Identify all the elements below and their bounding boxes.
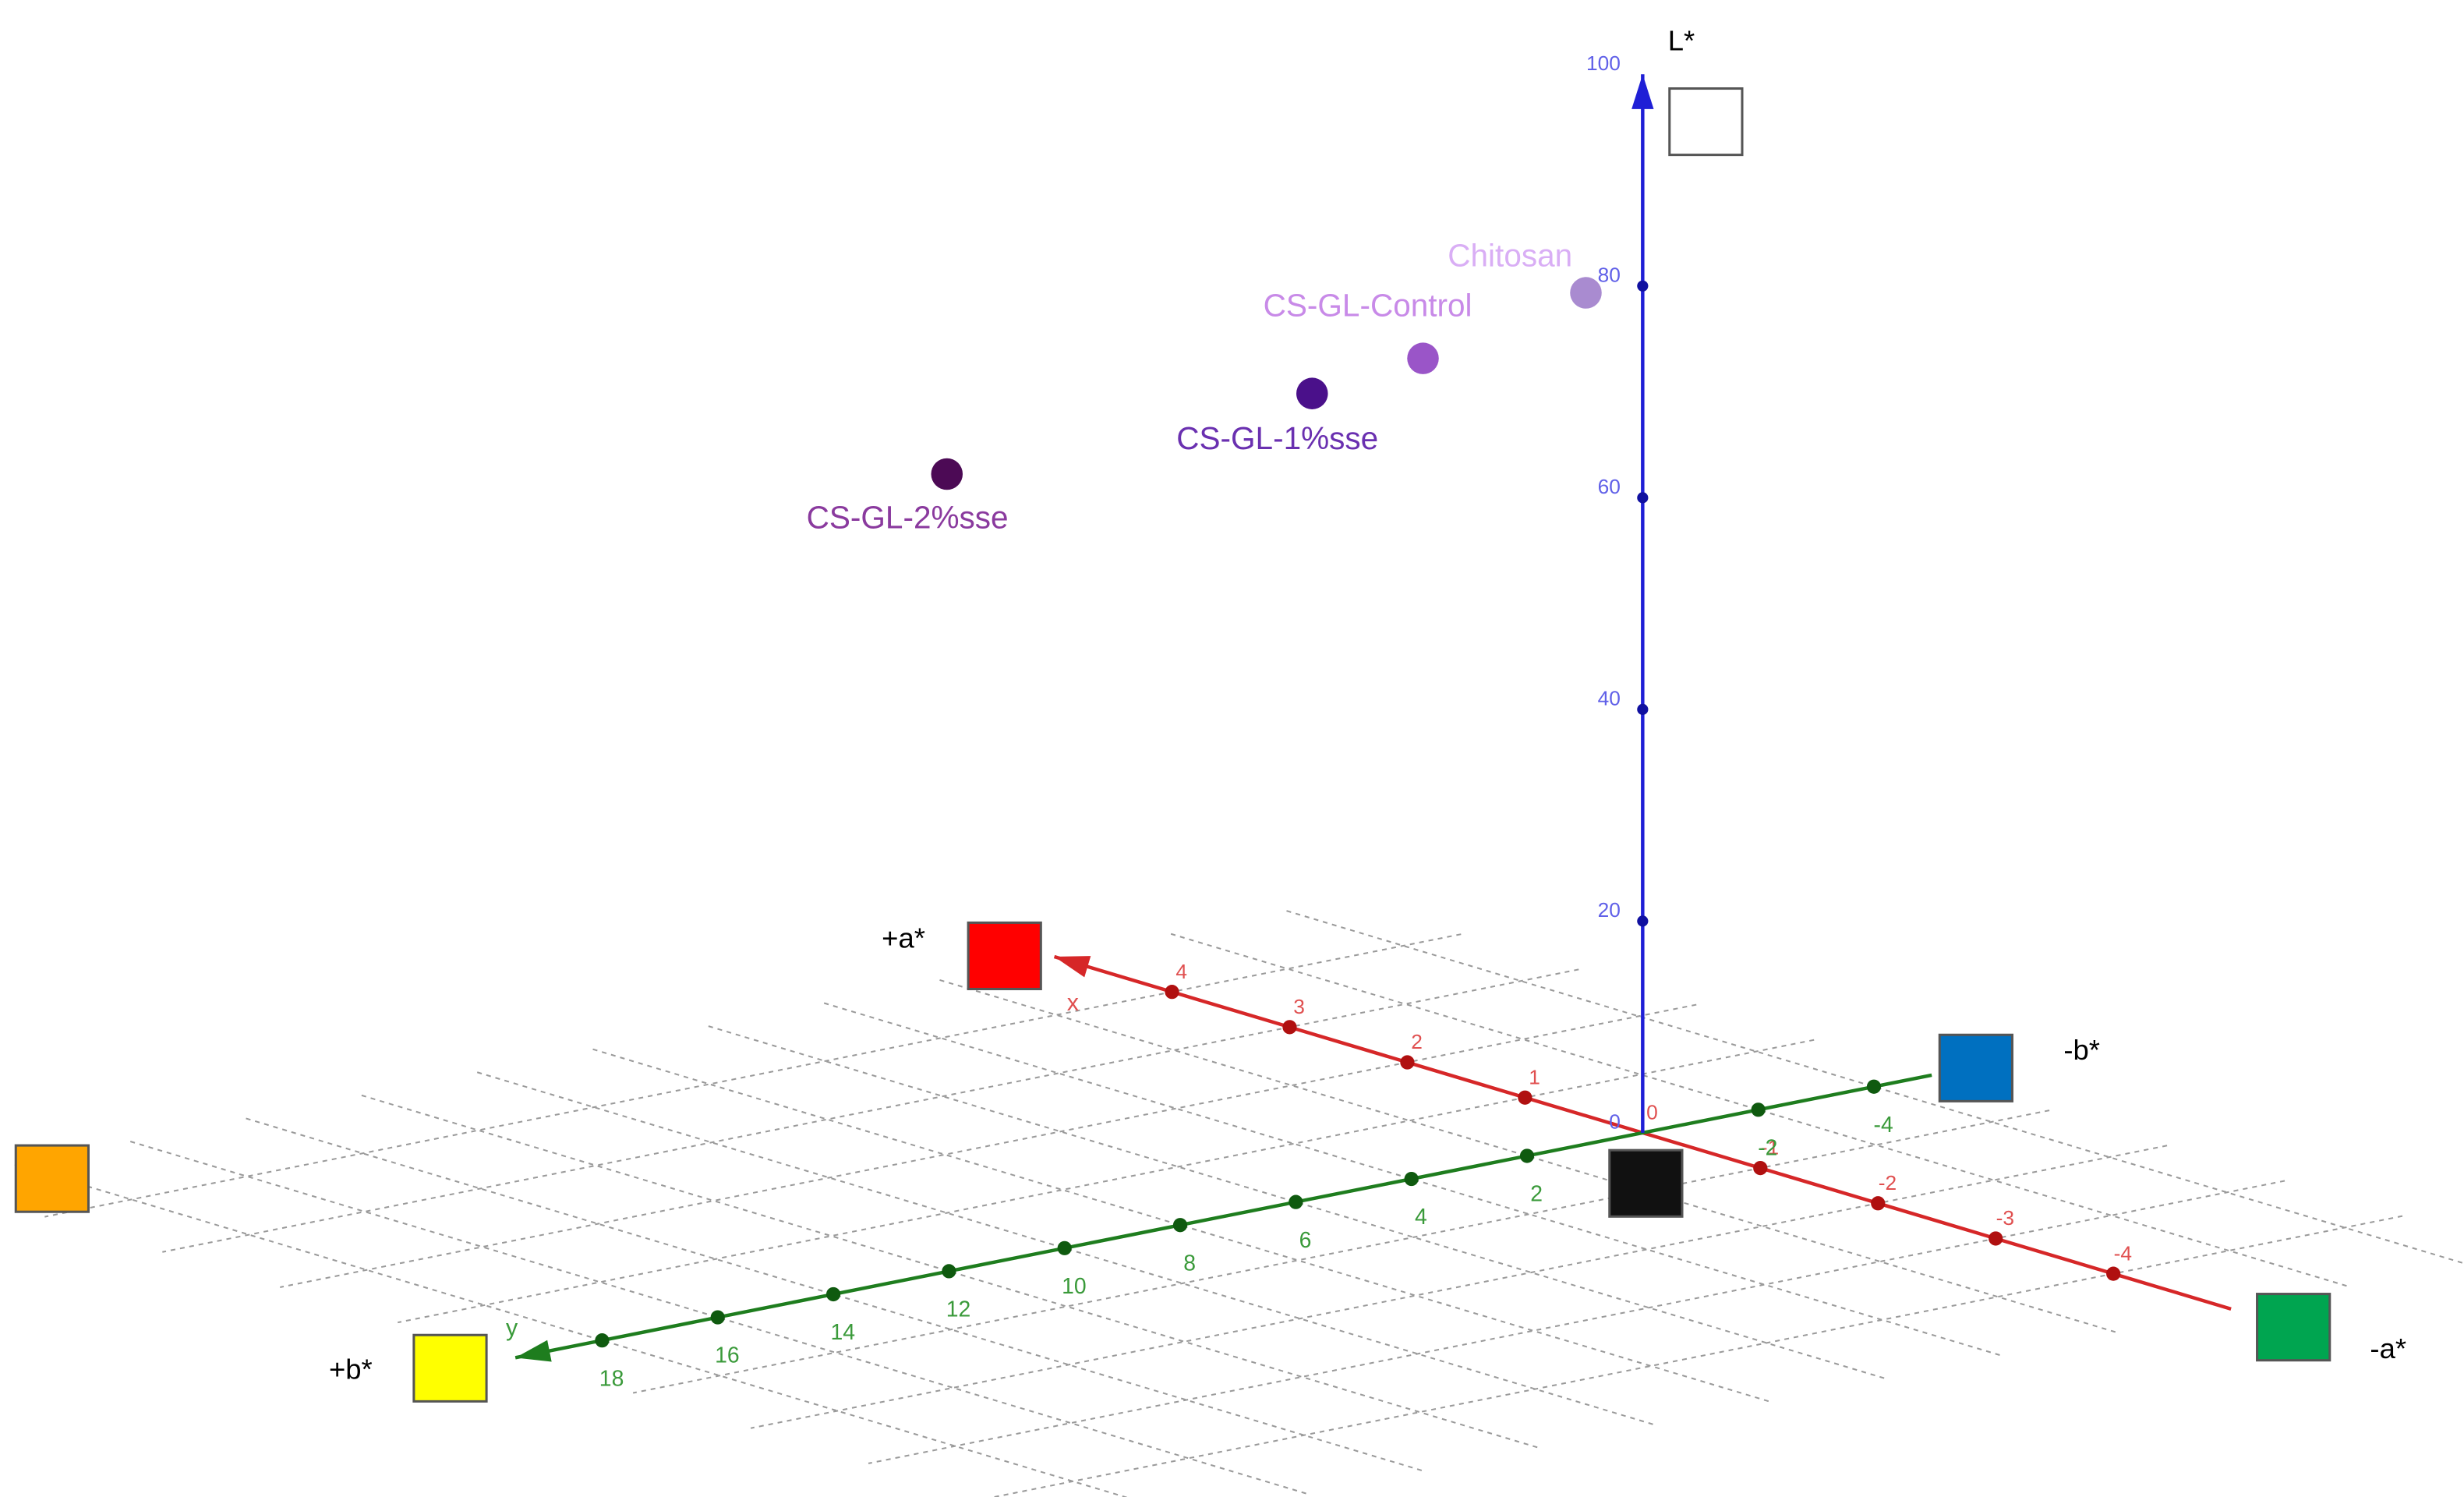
grid-line	[398, 1039, 1815, 1324]
swatch-label: -a*	[2370, 1332, 2406, 1364]
color-swatch	[14, 1144, 90, 1213]
data-point	[1407, 342, 1439, 374]
axis-label: y	[506, 1315, 518, 1341]
grid-line	[750, 1145, 2168, 1429]
tick-dot	[1404, 1171, 1419, 1187]
y-tick-label: 6	[1299, 1228, 1312, 1253]
tick-dot	[1871, 1196, 1886, 1211]
tick-dot	[825, 1286, 841, 1302]
color-swatch	[967, 921, 1042, 991]
tick-dot	[1866, 1079, 1882, 1094]
point-label: CS-GL-Control	[1264, 288, 1472, 324]
grid-line	[591, 1048, 1769, 1403]
tick-dot	[1519, 1148, 1535, 1163]
axis-label: x	[1067, 989, 1079, 1016]
y-tick-label: 4	[1415, 1205, 1427, 1230]
y-tick-label: 10	[1062, 1274, 1087, 1299]
tick-dot	[1289, 1194, 1303, 1209]
grid-line	[822, 1002, 2000, 1356]
tick-dot	[942, 1264, 956, 1279]
tick-dot	[1165, 985, 1179, 1000]
z-tick-label: 0	[1609, 1110, 1621, 1134]
z-tick-label: 60	[1598, 475, 1621, 498]
z-tick-label: 80	[1598, 264, 1621, 287]
tick-dot	[1400, 1055, 1415, 1070]
tick-dot	[1172, 1218, 1188, 1233]
z-tick-label: 20	[1598, 898, 1621, 922]
tick-dot	[1637, 280, 1649, 292]
x-tick-label: -2	[1879, 1171, 1897, 1194]
z-tick-label: 100	[1586, 51, 1621, 75]
x-tick-label: 0	[1646, 1101, 1658, 1124]
tick-dot	[1637, 703, 1649, 715]
grid-line	[707, 1025, 1885, 1379]
grid-line	[280, 1003, 1697, 1288]
tick-dot	[1637, 492, 1649, 504]
x-tick-label: 4	[1175, 960, 1187, 983]
z-tick-label: 40	[1598, 687, 1621, 710]
data-point	[1570, 277, 1602, 309]
x-tick-label: -3	[1996, 1206, 2014, 1230]
swatch-label: -b*	[2063, 1034, 2100, 1066]
axis-arrow	[515, 1340, 552, 1362]
y-tick-label: 16	[715, 1343, 740, 1368]
tick-dot	[710, 1310, 725, 1325]
x-tick-label: -4	[2114, 1241, 2132, 1265]
grid-line	[475, 1071, 1653, 1425]
tick-dot	[1751, 1102, 1766, 1117]
color-swatch	[1668, 87, 1744, 157]
color-swatch	[412, 1333, 488, 1403]
axes: xyL*-4-3-2-101234-4-22468101214161802040…	[506, 24, 2232, 1391]
grid-line	[1285, 909, 2463, 1264]
tick-dot	[1637, 915, 1649, 927]
grid-line	[162, 968, 1579, 1253]
swatch-label: +b*	[329, 1354, 373, 1386]
grid-line	[44, 933, 1462, 1218]
data-point	[1296, 377, 1328, 409]
axis-arrow	[1054, 956, 1091, 978]
tick-dot	[1989, 1231, 2003, 1246]
grid-line	[632, 1109, 2050, 1394]
y-tick-label: 12	[946, 1297, 971, 1322]
y-tick-label: 2	[1530, 1182, 1543, 1207]
y-axis	[514, 1073, 1932, 1360]
axis-label: L*	[1668, 24, 1695, 56]
color-swatch	[1608, 1148, 1684, 1218]
point-label: CS-GL-2%sse	[807, 499, 1009, 535]
grid-line	[13, 1163, 1128, 1497]
grid-line	[1169, 933, 2347, 1287]
y-tick-label: 14	[830, 1320, 855, 1345]
x-tick-label: 3	[1293, 995, 1305, 1018]
grid-line	[868, 1180, 2285, 1464]
tick-dot	[1518, 1090, 1532, 1105]
color-swatch	[2256, 1293, 2331, 1362]
y-tick-label: -4	[1874, 1113, 1893, 1138]
x-tick-label: -1	[1761, 1136, 1779, 1159]
tick-dot	[2106, 1266, 2121, 1281]
axis-arrow	[1631, 74, 1654, 109]
color-swatch	[1938, 1033, 2014, 1102]
grid	[13, 909, 2463, 1497]
y-tick-label: 8	[1183, 1251, 1196, 1276]
grid-line	[938, 979, 2116, 1333]
grid-line	[990, 1215, 2403, 1497]
point-label: CS-GL-1%sse	[1176, 420, 1378, 456]
data-point	[931, 458, 963, 490]
grid-line	[360, 1094, 1538, 1449]
point-label: Chitosan	[1448, 238, 1572, 274]
tick-dot	[595, 1333, 610, 1348]
y-tick-label: -2	[1758, 1135, 1777, 1160]
grid-line	[129, 1140, 1306, 1495]
tick-dot	[1282, 1020, 1297, 1035]
x-tick-label: 1	[1529, 1065, 1540, 1088]
y-tick-label: 18	[599, 1366, 624, 1391]
tick-dot	[1057, 1240, 1072, 1255]
swatch-label: +a*	[882, 922, 925, 954]
x-tick-label: 2	[1411, 1030, 1423, 1053]
marks: +a* -a* +b* -b* Chitosan CS-GL-Control CS-GL-1…	[14, 87, 2406, 1403]
grid-line	[244, 1117, 1423, 1471]
tick-dot	[1753, 1160, 1768, 1176]
